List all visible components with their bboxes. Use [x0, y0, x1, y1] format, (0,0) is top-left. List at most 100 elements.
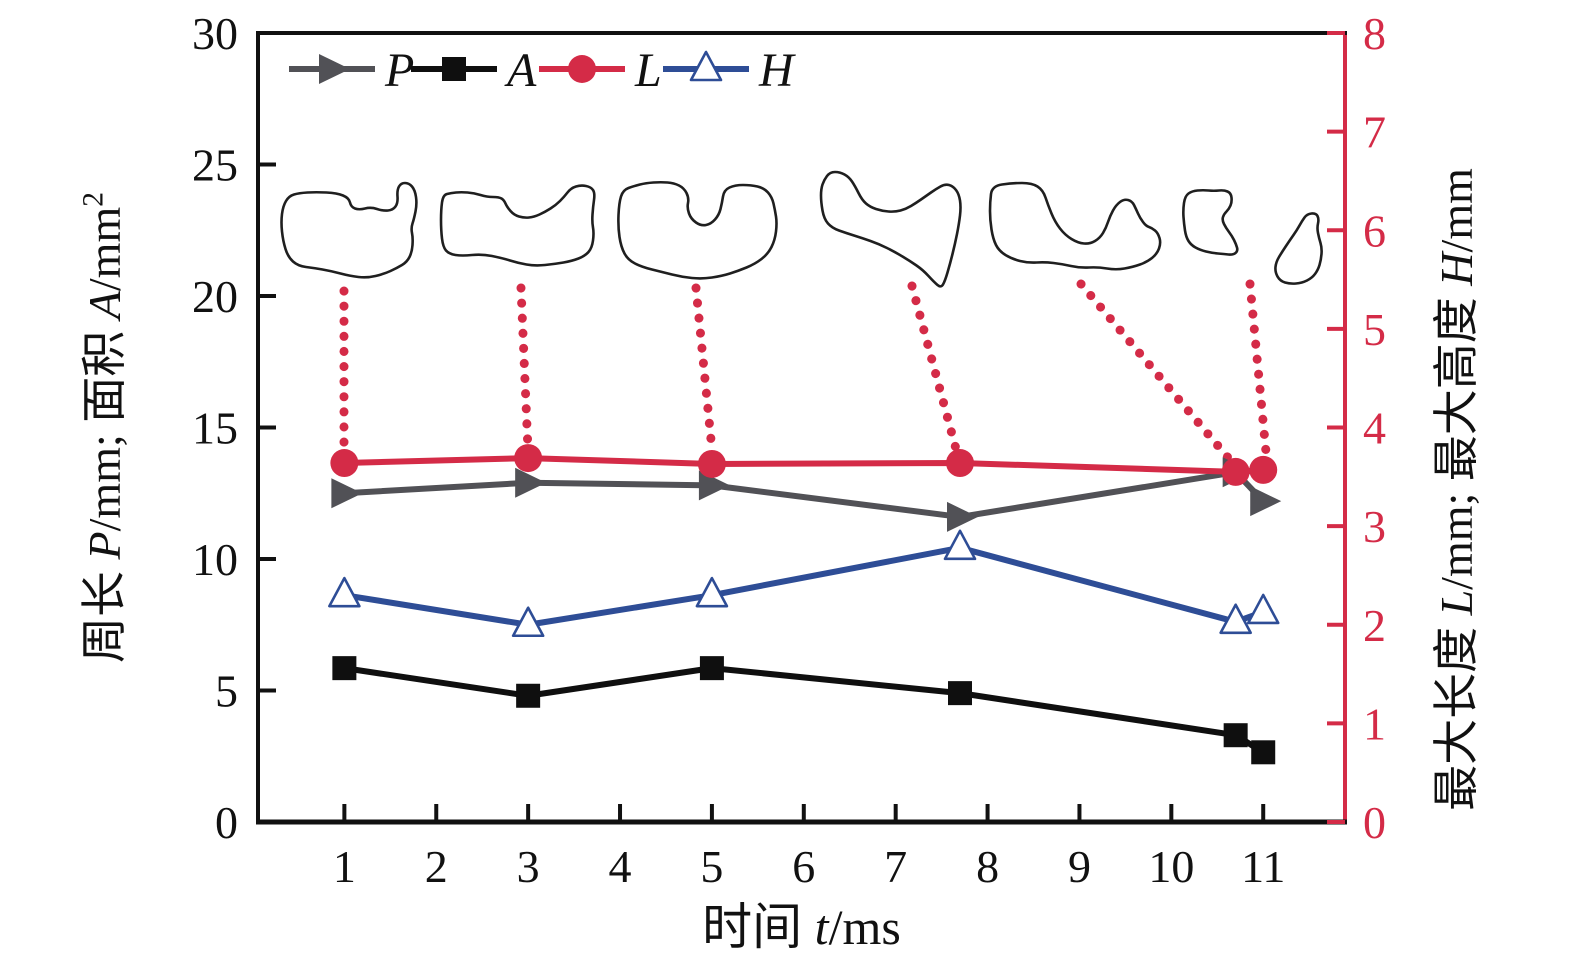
series-L-marker	[1221, 457, 1250, 486]
left-axis-tick-label: 30	[192, 8, 238, 59]
legend-H-marker	[689, 50, 723, 82]
x-axis-tick-label-segment: 3	[517, 841, 540, 892]
connector-dotted-line-4	[907, 281, 961, 454]
left-axis-title: 周长 P/mm; 面积 A/mm2	[78, 192, 130, 663]
right-axis-title: 最大长度 L/mm; 最大高度 H/mm	[1431, 168, 1482, 811]
left-axis-tick-label-segment: 30	[192, 8, 238, 59]
right-axis-tick-label-segment: 1	[1363, 698, 1386, 749]
legend-L-label: L	[634, 44, 662, 97]
right-axis-tick-label: 8	[1363, 8, 1386, 59]
legend-H-label-segment: H	[758, 44, 796, 97]
legend-P-marker	[319, 54, 350, 84]
left-axis-tick-label: 15	[192, 403, 238, 454]
left-axis-tick-label-segment: 20	[192, 271, 238, 322]
x-axis-tick-label: 9	[1068, 841, 1091, 892]
right-axis-tick-label: 6	[1363, 205, 1386, 256]
series-P-marker	[947, 501, 979, 532]
droplet-contour-4	[819, 170, 962, 288]
series-L-marker	[697, 449, 726, 478]
x-axis-tick-label: 11	[1241, 841, 1285, 892]
x-axis-title-segment: t	[815, 899, 830, 955]
right-axis-tick-label: 7	[1363, 107, 1386, 158]
x-axis-tick-label: 4	[609, 841, 632, 892]
left-axis-title-segment: 周长	[79, 559, 130, 663]
x-axis-tick-label: 2	[425, 841, 448, 892]
x-axis-tick-label-segment: 5	[700, 841, 723, 892]
right-axis-tick-label-segment: 5	[1363, 304, 1386, 355]
right-axis-title-segment: L	[1431, 590, 1482, 617]
series-H-marker	[1246, 593, 1280, 625]
left-axis-title-segment: 2	[78, 192, 110, 207]
right-axis-tick-label-segment: 6	[1363, 205, 1386, 256]
series-L-marker	[1249, 455, 1278, 484]
connector-dotted-line-3	[691, 283, 717, 455]
series-L-marker	[330, 449, 359, 478]
right-axis-tick-label-segment: 3	[1363, 501, 1386, 552]
right-axis-title-segment: H	[1431, 250, 1482, 287]
x-axis-tick-label-segment: 6	[792, 841, 815, 892]
series-P-marker	[698, 470, 730, 501]
right-axis-tick-label: 5	[1363, 304, 1386, 355]
x-axis-tick-label-segment: 9	[1068, 841, 1091, 892]
left-axis-tick-label: 0	[215, 797, 238, 848]
series-P-line	[344, 469, 1266, 520]
droplet-contour-2	[439, 184, 596, 267]
x-axis-title-segment: 时间	[702, 899, 815, 955]
series-H-line	[343, 544, 1265, 628]
x-axis-tick-label: 7	[884, 841, 907, 892]
droplet-contour-1	[280, 181, 418, 279]
right-axis-title-segment: /mm	[1431, 168, 1482, 253]
x-axis-title-segment: /ms	[829, 899, 901, 955]
series-P-marker	[1250, 486, 1282, 517]
left-axis-title-segment: /mm; 面积	[79, 319, 130, 531]
left-axis-tick-label-segment: 5	[215, 666, 238, 717]
connector-dotted-line-2	[516, 283, 533, 455]
x-axis-tick-label-segment: 1	[333, 841, 356, 892]
droplet-contour-6	[1182, 188, 1239, 256]
series-A-marker	[516, 683, 541, 708]
right-axis-tick-label-segment: 2	[1363, 600, 1386, 651]
series-H-marker	[943, 529, 977, 561]
legend-P-label-segment: P	[384, 44, 414, 97]
x-axis-title: 时间 t/ms	[702, 899, 901, 955]
right-axis-tick-label-segment: 4	[1363, 403, 1386, 454]
connector-dotted-line-6	[1245, 279, 1271, 457]
right-axis-title-segment: /mm; 最大高度	[1431, 286, 1482, 590]
right-axis-tick-label: 4	[1363, 403, 1386, 454]
legend-A-label: A	[504, 44, 537, 97]
left-axis-tick-label: 25	[192, 140, 238, 191]
right-axis-tick-label: 0	[1363, 797, 1386, 848]
left-axis-tick-label-segment: 15	[192, 403, 238, 454]
x-axis-tick-label: 5	[700, 841, 723, 892]
x-axis-tick-label: 3	[517, 841, 540, 892]
series-A-marker	[1251, 740, 1276, 765]
left-axis-tick-label: 20	[192, 271, 238, 322]
series-H-marker	[328, 576, 361, 608]
left-axis-tick-label: 10	[192, 534, 238, 585]
droplet-contour-7	[1274, 212, 1323, 285]
left-axis-title-segment: /mm	[79, 207, 130, 292]
left-axis-title-segment: P	[79, 531, 130, 560]
legend-A-marker	[442, 57, 466, 81]
series-H-marker	[511, 606, 545, 638]
series-A-marker	[948, 681, 973, 706]
right-axis-tick-label: 1	[1363, 698, 1386, 749]
x-axis-tick-label: 6	[792, 841, 815, 892]
left-axis-tick-label-segment: 10	[192, 534, 238, 585]
series-L-marker	[946, 449, 975, 478]
left-axis-tick-label: 5	[215, 666, 238, 717]
left-axis-tick-label-segment: 0	[215, 797, 238, 848]
connector-dotted-line-5	[1076, 279, 1235, 465]
right-axis-tick-label-segment: 8	[1363, 8, 1386, 59]
series-A-line	[343, 665, 1265, 755]
right-axis-tick-label: 2	[1363, 600, 1386, 651]
series-A-marker	[699, 656, 724, 681]
x-axis-tick-label: 8	[976, 841, 999, 892]
x-axis-tick-label-segment: 8	[976, 841, 999, 892]
series-A-marker	[332, 656, 357, 681]
right-axis-tick-label-segment: 7	[1363, 107, 1386, 158]
x-axis-tick-label-segment: 2	[425, 841, 448, 892]
series-P-marker	[331, 478, 363, 509]
